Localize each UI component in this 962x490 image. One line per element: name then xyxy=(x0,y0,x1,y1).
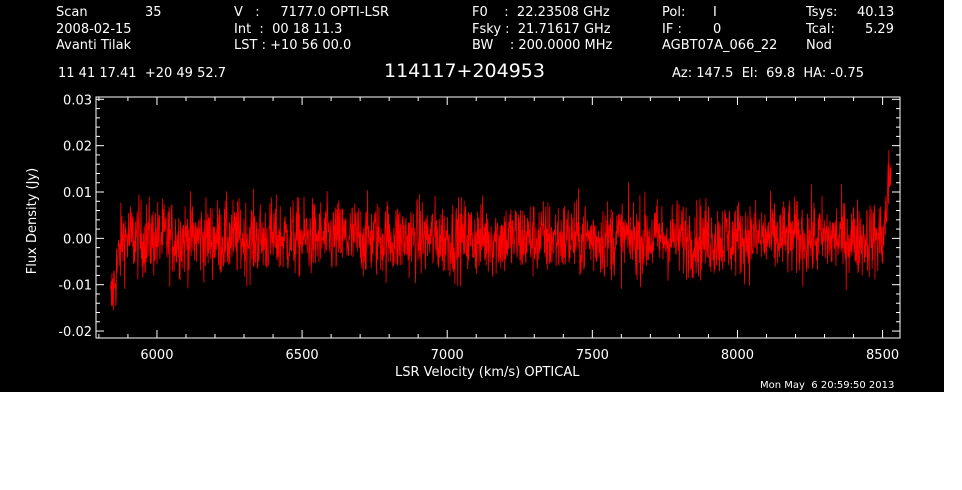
tsys-label: Tsys: xyxy=(806,5,838,20)
y-tick-label: 0.02 xyxy=(63,140,92,155)
timestamp: Mon May 6 20:59:50 2013 xyxy=(760,380,895,391)
tcal-value: 5.29 xyxy=(865,22,894,37)
pol-value: I xyxy=(713,5,717,20)
x-tick-label: 6500 xyxy=(286,348,319,363)
az-el-ha: Az: 147.5 El: 69.8 HA: -0.75 xyxy=(672,66,864,81)
x-tick-label: 8500 xyxy=(866,348,899,363)
x-tick-label: 6000 xyxy=(140,348,173,363)
velocity-line: V : 7177.0 OPTI-LSR xyxy=(234,5,390,20)
y-tick-label: 0.00 xyxy=(63,232,92,247)
label-layer: Flux Density (Jy) 6000 6500 7000 7500 8000 85… xyxy=(25,93,899,363)
source-name: 114117+204953 xyxy=(384,60,545,82)
tsys-value: 40.13 xyxy=(857,5,895,20)
plot-panel: Scan 35 V : 7177.0 OPTI-LSR F0 : 22.2350… xyxy=(0,0,944,392)
int-line: Int : 00 18 11.3 xyxy=(234,22,343,37)
bw-line: BW : 200.0000 MHz xyxy=(472,38,613,53)
fsky-line: Fsky : 21.71617 GHz xyxy=(472,22,611,37)
f0-line: F0 : 22.23508 GHz xyxy=(472,5,610,20)
spectrum-chart: Flux Density (Jy) 6000 6500 7000 7500 8000 85… xyxy=(25,93,901,363)
data-layer xyxy=(110,150,892,311)
if-label: IF : xyxy=(662,22,682,37)
y-tick-label: 0.03 xyxy=(63,93,92,108)
scan-label: Scan xyxy=(56,5,88,20)
observer-name: Avanti Tilak xyxy=(56,38,132,53)
obs-date: 2008-02-15 xyxy=(56,22,132,37)
x-tick-label: 8000 xyxy=(721,348,754,363)
axes-layer xyxy=(95,96,901,339)
y-tick-label: -0.01 xyxy=(58,279,92,294)
y-tick-label: 0.01 xyxy=(63,186,92,201)
x-axis-label: LSR Velocity (km/s) OPTICAL xyxy=(395,365,580,380)
y-tick-label: -0.02 xyxy=(58,325,92,340)
y-axis-label: Flux Density (Jy) xyxy=(25,168,40,274)
spectrum-line xyxy=(110,150,892,311)
project-id: AGBT07A_066_22 xyxy=(662,38,778,53)
lst-line: LST : +10 56 00.0 xyxy=(234,38,352,53)
if-value: 0 xyxy=(713,22,722,37)
obs-mode: Nod xyxy=(806,38,832,53)
pol-label: Pol: xyxy=(662,5,686,20)
coordinates: 11 41 17.41 +20 49 52.7 xyxy=(58,66,227,81)
plot-frame xyxy=(95,96,901,339)
x-tick-label: 7000 xyxy=(431,348,464,363)
scan-value: 35 xyxy=(145,5,162,20)
x-tick-label: 7500 xyxy=(576,348,609,363)
tcal-label: Tcal: xyxy=(806,22,835,37)
